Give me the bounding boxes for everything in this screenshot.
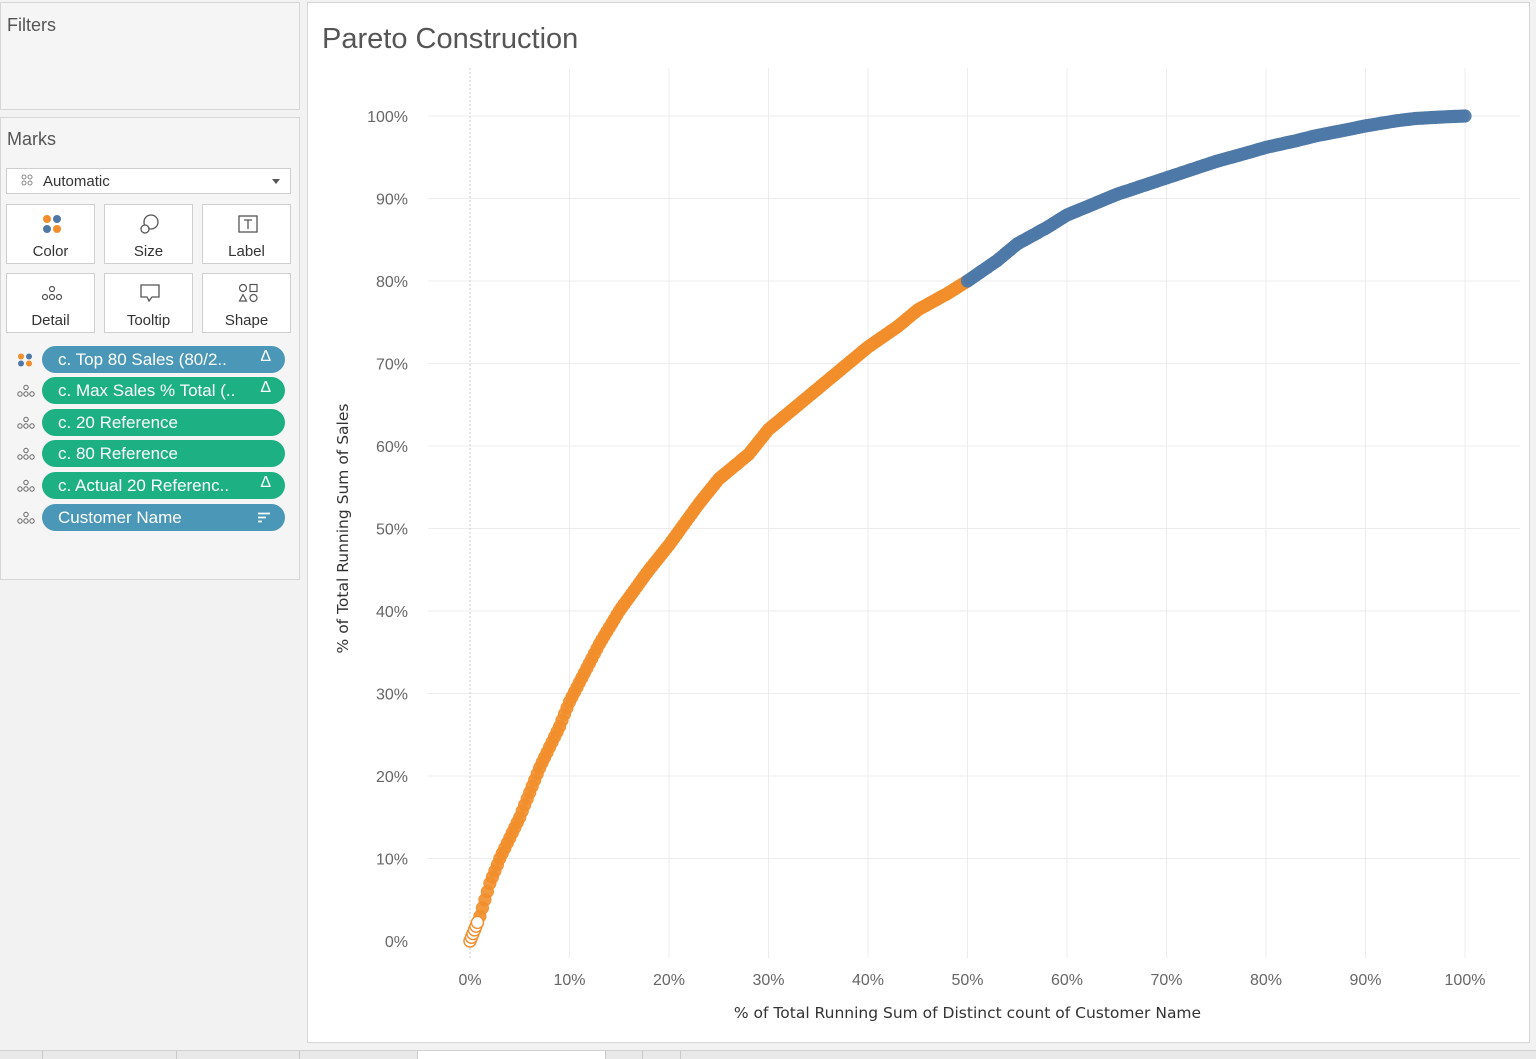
x-tick-label: 60%: [1051, 972, 1083, 989]
color-card-label: Color: [32, 243, 69, 260]
shape-card-label: Shape: [224, 312, 269, 329]
delta-icon: Δ: [260, 379, 271, 396]
x-tick-label: 100%: [1445, 972, 1486, 989]
pill-text: Customer Name: [58, 508, 182, 527]
y-tick-label: 20%: [376, 769, 408, 786]
sheet-tab[interactable]: [642, 1051, 680, 1059]
x-tick-label: 30%: [752, 972, 784, 989]
y-tick-label: 90%: [376, 192, 408, 209]
shape-icon: [238, 283, 258, 303]
y-tick-label: 80%: [376, 274, 408, 291]
x-axis-title: % of Total Running Sum of Distinct count…: [734, 1004, 1201, 1022]
y-tick-label: 100%: [367, 109, 408, 126]
top-80-sales-pill[interactable]: c. Top 80 Sales (80/2.. Δ: [42, 346, 285, 373]
marks-card: Marks Automatic Color Size Label: [0, 117, 300, 580]
y-tick-label: 70%: [376, 357, 408, 374]
delta-icon: Δ: [260, 474, 271, 491]
color-icon: [43, 215, 61, 233]
sheet-tab[interactable]: [176, 1051, 299, 1059]
sheet-tab-active[interactable]: [417, 1051, 605, 1059]
x-tick-label: 0%: [458, 972, 481, 989]
pill-text: c. Top 80 Sales (80/2..: [58, 350, 227, 369]
x-tick-label: 50%: [951, 972, 983, 989]
color-icon: [18, 353, 32, 367]
actual-20-reference-pill[interactable]: c. Actual 20 Referenc.. Δ: [42, 472, 285, 499]
data-point: [470, 915, 485, 930]
pill-text: c. Actual 20 Referenc..: [58, 476, 230, 495]
detail-icon: [17, 416, 35, 429]
x-tick-label: 40%: [852, 972, 884, 989]
y-tick-label: 30%: [376, 687, 408, 704]
y-tick-label: 40%: [376, 604, 408, 621]
y-axis-title: % of Total Running Sum of Sales: [334, 404, 352, 654]
size-card[interactable]: Size: [104, 204, 193, 264]
detail-card[interactable]: Detail: [6, 273, 95, 333]
color-card[interactable]: Color: [6, 204, 95, 264]
pareto-chart[interactable]: 0% 10% 20% 30% 40% 50% 60% 70% 80% 90% 100% 0% 10% 20…: [308, 3, 1529, 1042]
automatic-icon: [21, 174, 33, 186]
tooltip-icon: [140, 284, 160, 303]
y-tick-label: 50%: [376, 522, 408, 539]
size-card-label: Size: [133, 243, 164, 260]
y-tick-label: 60%: [376, 439, 408, 456]
x-tick-label: 10%: [553, 972, 585, 989]
pill-row: c. Top 80 Sales (80/2.. Δ: [1, 346, 301, 374]
sheet-tab[interactable]: [299, 1051, 417, 1059]
max-sales-total-pill[interactable]: c. Max Sales % Total (.. Δ: [42, 377, 285, 404]
sheet-tabs-bar: [0, 1050, 1536, 1059]
x-tick-label: 90%: [1349, 972, 1381, 989]
pill-row: c. Actual 20 Referenc.. Δ: [1, 472, 301, 500]
marks-title: Marks: [7, 129, 56, 149]
detail-icon: [17, 511, 35, 524]
detail-icon: [41, 285, 63, 301]
y-tick-label: 10%: [376, 852, 408, 869]
pill-row: c. 80 Reference: [1, 440, 301, 468]
label-icon: [238, 215, 258, 233]
pill-row: Customer Name: [1, 504, 301, 532]
tooltip-card-label: Tooltip: [126, 312, 171, 329]
detail-icon: [17, 479, 35, 492]
x-tick-label: 20%: [653, 972, 685, 989]
sheet-tab[interactable]: [42, 1051, 176, 1059]
sheet-title: Pareto Construction: [322, 23, 579, 55]
detail-icon: [17, 447, 35, 460]
tooltip-card[interactable]: Tooltip: [104, 273, 193, 333]
sort-icon: [258, 512, 270, 523]
worksheet-view[interactable]: Pareto Construction 0% 10% 20% 30% 40% 50% 60%…: [307, 2, 1530, 1043]
80-reference-pill[interactable]: c. 80 Reference: [42, 440, 285, 467]
customer-name-pill[interactable]: Customer Name: [42, 504, 285, 531]
x-tick-label: 70%: [1150, 972, 1182, 989]
pill-text: c. Max Sales % Total (..: [58, 381, 236, 400]
x-tick-label: 80%: [1250, 972, 1282, 989]
chevron-down-icon[interactable]: [272, 179, 280, 184]
delta-icon: Δ: [260, 348, 271, 365]
sheet-tab[interactable]: [605, 1051, 642, 1059]
pill-row: c. Max Sales % Total (.. Δ: [1, 377, 301, 405]
filters-shelf[interactable]: Filters: [0, 2, 300, 110]
sheet-tab[interactable]: [680, 1051, 718, 1059]
mark-type-label: Automatic: [43, 173, 110, 190]
filters-title: Filters: [7, 15, 56, 35]
shape-card[interactable]: Shape: [202, 273, 291, 333]
detail-icon: [17, 384, 35, 397]
pill-text: c. 20 Reference: [58, 413, 179, 432]
size-icon: [140, 214, 159, 234]
y-tick-label: 0%: [385, 934, 408, 951]
pill-row: c. 20 Reference: [1, 409, 301, 437]
detail-card-label: Detail: [31, 312, 70, 329]
20-reference-pill[interactable]: c. 20 Reference: [42, 409, 285, 436]
pill-text: c. 80 Reference: [58, 444, 179, 463]
label-card-label: Label: [228, 243, 265, 260]
mark-type-dropdown[interactable]: Automatic: [6, 168, 291, 194]
label-card[interactable]: Label: [202, 204, 291, 264]
data-point: [1458, 109, 1472, 123]
